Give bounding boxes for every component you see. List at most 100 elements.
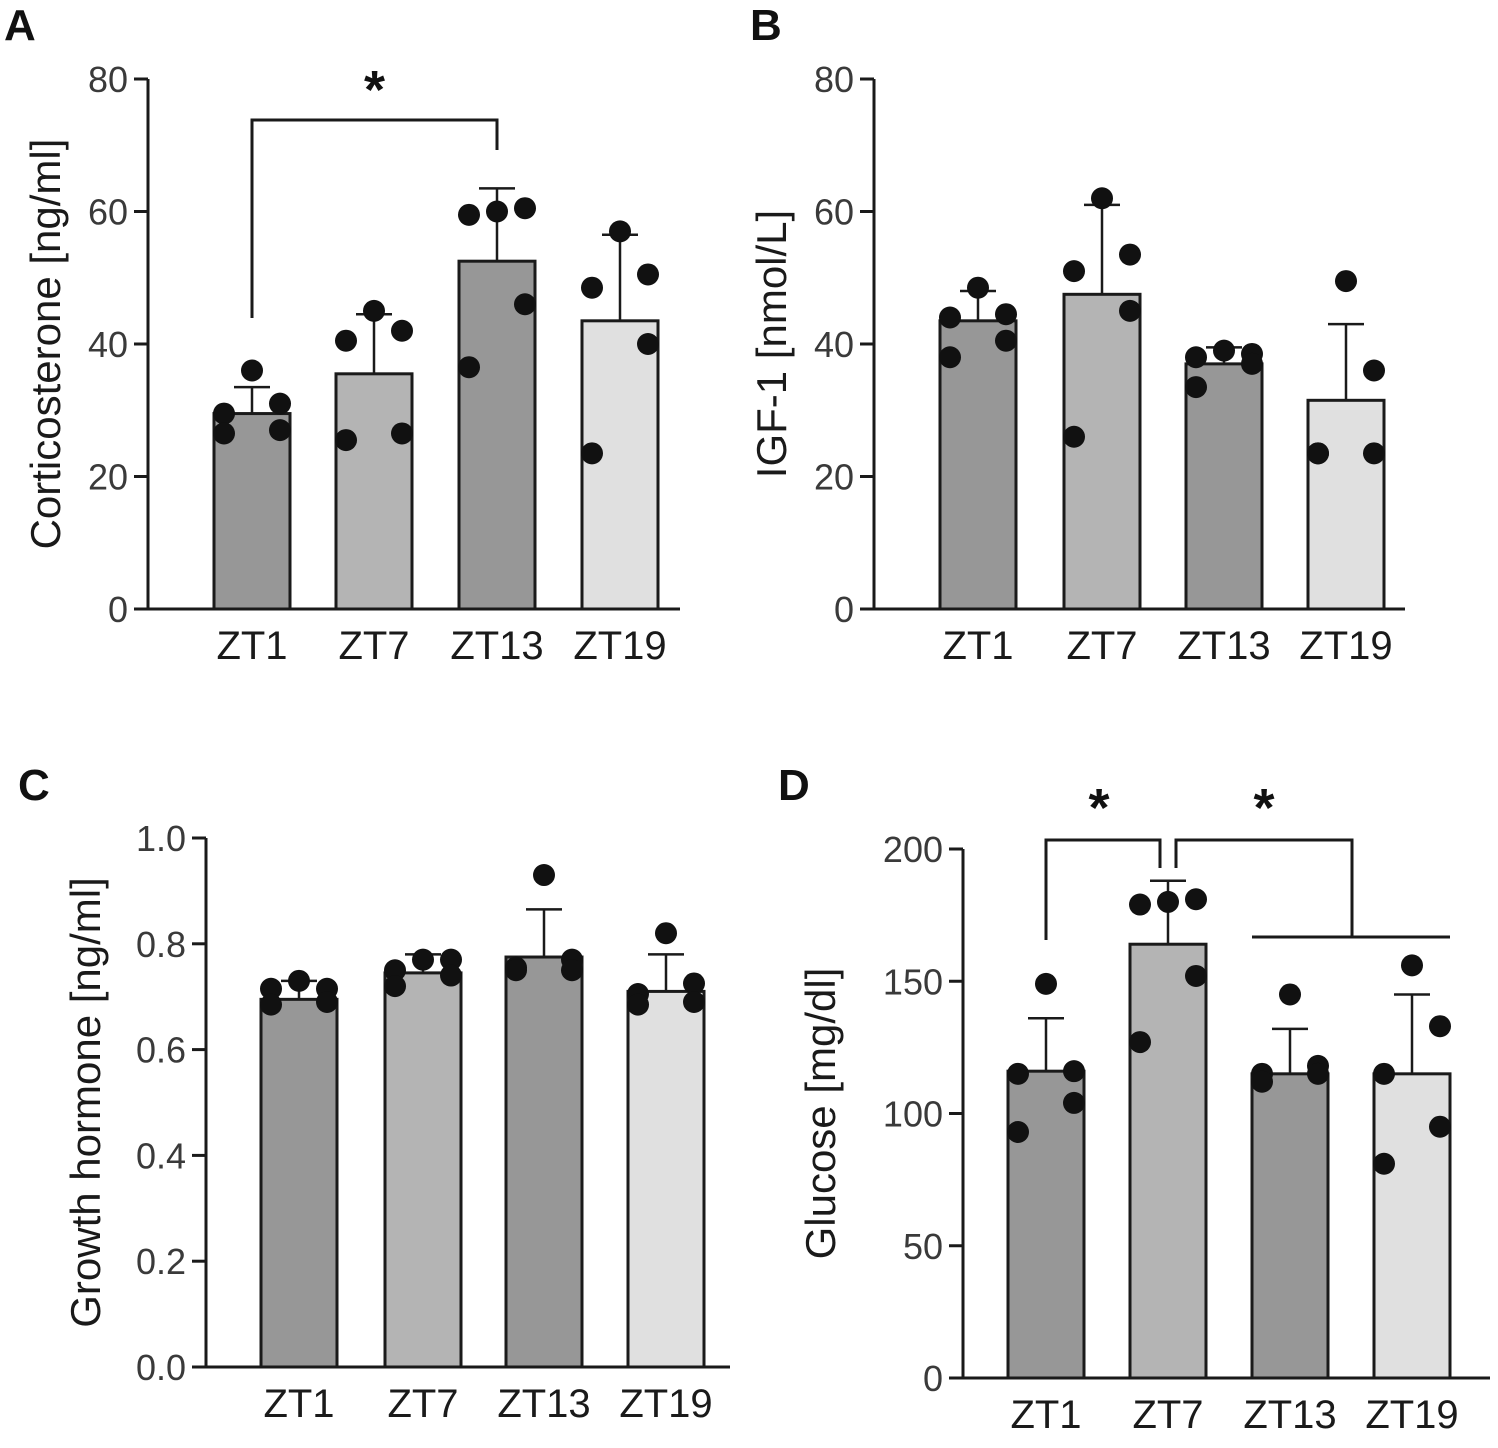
y-tick-label: 40 — [814, 324, 854, 365]
x-tick-label: ZT1 — [263, 1382, 334, 1426]
data-point — [637, 263, 659, 286]
x-tick-label: ZT13 — [1243, 1393, 1336, 1437]
bar — [1306, 398, 1386, 611]
data-point — [581, 442, 603, 465]
data-point — [683, 972, 705, 995]
bar — [1062, 292, 1142, 611]
data-point — [995, 329, 1017, 352]
data-point — [1373, 1062, 1395, 1085]
data-point — [1007, 1121, 1029, 1144]
x-tick-label: ZT1 — [216, 624, 287, 668]
bar — [212, 412, 292, 611]
data-point — [1185, 346, 1207, 369]
data-point — [514, 197, 536, 220]
y-tick-label: 50 — [903, 1226, 943, 1267]
y-tick-label: 0 — [923, 1358, 943, 1399]
x-tick-label: ZT13 — [1177, 624, 1270, 668]
data-point — [1035, 972, 1057, 995]
bar — [259, 997, 339, 1369]
data-point — [213, 402, 235, 425]
bar — [334, 372, 414, 611]
data-point — [514, 293, 536, 316]
data-point — [1063, 260, 1085, 283]
panel-a: A 0 20 40 60 80 Corticosterone [ng/ml] ZT1 ZT7 ZT… — [4, 1, 680, 668]
data-point — [1373, 1152, 1395, 1175]
data-point — [1063, 1091, 1085, 1114]
data-point — [561, 959, 583, 982]
data-point — [213, 422, 235, 445]
data-point — [440, 948, 462, 971]
data-point — [967, 276, 989, 299]
data-point — [627, 993, 649, 1016]
data-point — [1251, 1070, 1273, 1093]
x-tick-label: ZT19 — [1365, 1393, 1458, 1437]
data-point — [486, 200, 508, 223]
data-point — [995, 303, 1017, 326]
data-point — [1185, 964, 1207, 987]
data-point — [260, 993, 282, 1016]
y-tick-label: 20 — [814, 457, 854, 498]
x-tick-label: ZT13 — [450, 624, 543, 668]
y-tick-label: 60 — [88, 192, 128, 233]
panel-letter: C — [18, 761, 50, 810]
data-point — [1185, 376, 1207, 399]
x-tick-label: ZT7 — [1132, 1393, 1203, 1437]
y-tick-label: 0.6 — [136, 1030, 186, 1071]
data-point — [1429, 1015, 1451, 1038]
data-point — [1063, 1060, 1085, 1083]
panel-letter: D — [778, 761, 810, 810]
y-tick-label: 0 — [108, 589, 128, 630]
y-tick-label: 0 — [834, 589, 854, 630]
data-point — [939, 306, 961, 329]
data-point — [335, 329, 357, 352]
bar — [580, 319, 660, 611]
data-point — [458, 203, 480, 226]
data-point — [384, 959, 406, 982]
y-tick-label: 80 — [814, 59, 854, 100]
y-tick-label: 60 — [814, 192, 854, 233]
y-axis-title: Corticosterone [ng/ml] — [22, 139, 69, 550]
data-point — [1429, 1115, 1451, 1138]
data-point — [458, 356, 480, 379]
data-point — [1241, 352, 1263, 375]
x-tick-label: ZT13 — [497, 1382, 590, 1426]
data-point — [241, 359, 263, 382]
bar — [626, 989, 706, 1369]
y-tick-label: 200 — [883, 829, 943, 870]
data-point — [1363, 442, 1385, 465]
data-point — [655, 922, 677, 945]
data-point — [269, 392, 291, 415]
data-point — [1129, 893, 1151, 916]
data-point — [1185, 888, 1207, 911]
bar — [1006, 1069, 1086, 1380]
data-point — [1091, 187, 1113, 210]
data-point — [683, 990, 705, 1013]
data-point — [288, 969, 310, 992]
data-point — [260, 977, 282, 1000]
data-point — [609, 220, 631, 243]
y-axis-title: Growth hormone [ng/ml] — [62, 877, 109, 1328]
x-tick-label: ZT19 — [619, 1382, 712, 1426]
data-point — [1307, 1062, 1329, 1085]
y-tick-label: 0.8 — [136, 924, 186, 965]
y-tick-label: 100 — [883, 1094, 943, 1135]
data-point — [533, 864, 555, 887]
bar — [383, 971, 463, 1369]
data-point — [1307, 442, 1329, 465]
data-point — [1401, 954, 1423, 977]
data-point — [391, 422, 413, 445]
x-tick-label: ZT7 — [387, 1382, 458, 1426]
data-point — [1007, 1062, 1029, 1085]
bar — [504, 955, 584, 1369]
panel-c: C 0.0 0.2 0.4 0.6 0.8 1.0 Growth hormone [ng/ml… — [18, 761, 730, 1426]
data-point — [1363, 359, 1385, 382]
significance-bracket — [250, 118, 499, 318]
y-tick-label: 80 — [88, 59, 128, 100]
bar — [1184, 362, 1264, 611]
data-point — [1335, 270, 1357, 293]
x-tick-label: ZT1 — [1010, 1393, 1081, 1437]
y-tick-label: 0.0 — [136, 1347, 186, 1388]
data-point — [440, 964, 462, 987]
bar — [1128, 942, 1208, 1380]
data-point — [384, 975, 406, 998]
